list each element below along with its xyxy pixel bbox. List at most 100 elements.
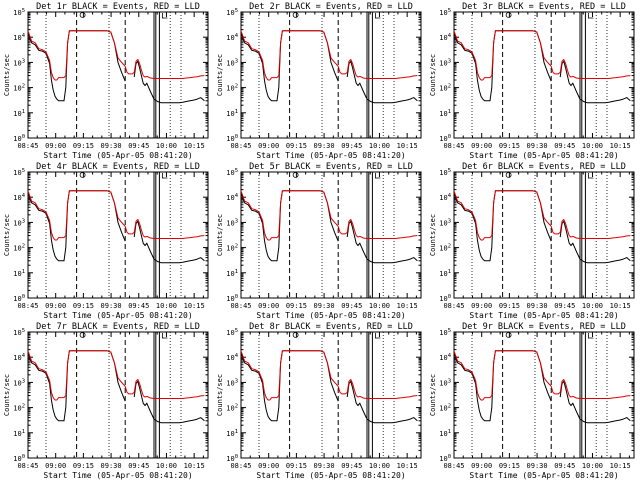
x-tick-label: 09:15 xyxy=(73,142,94,150)
x-tick-label: 09:15 xyxy=(286,142,307,150)
y-tick-label: 102 xyxy=(13,84,25,93)
panel-4: Det 4r BLACK = Events, RED = LLD Start Ti… xyxy=(3,162,209,320)
panel-title: Det 3r BLACK = Events, RED = LLD xyxy=(462,2,626,12)
x-tick-label: 10:15 xyxy=(397,462,418,470)
y-tick-label: 103 xyxy=(226,218,238,227)
orbit-marker-bracket xyxy=(162,173,168,179)
orbit-marker-circle xyxy=(79,332,86,338)
y-tick-label: 100 xyxy=(226,454,238,463)
y-tick-label: 102 xyxy=(439,404,451,413)
orbit-marker-bracket xyxy=(588,173,594,179)
x-tick-label: 10:00 xyxy=(156,302,177,310)
x-tick-label: 10:15 xyxy=(397,142,418,150)
x-tick-label: 09:45 xyxy=(128,142,149,150)
x-tick-label: 09:45 xyxy=(554,462,575,470)
y-tick-label: 103 xyxy=(13,218,25,227)
y-axis-label: Counts/sec xyxy=(429,54,437,96)
x-tick-label: 10:15 xyxy=(610,302,631,310)
orbit-marker-circle xyxy=(505,332,512,338)
orbit-marker-circle xyxy=(292,332,299,338)
y-tick-label: 104 xyxy=(226,193,238,202)
x-tick-label: 10:15 xyxy=(184,462,205,470)
x-tick-label: 09:00 xyxy=(471,462,492,470)
orbit-marker-bracket xyxy=(588,333,594,339)
x-tick-label: 09:15 xyxy=(286,462,307,470)
panel-title: Det 5r BLACK = Events, RED = LLD xyxy=(249,162,413,172)
x-tick-label: 09:30 xyxy=(101,462,122,470)
x-tick-label: 08:45 xyxy=(230,142,251,150)
panel-2: Det 2r BLACK = Events, RED = LLD Start Ti… xyxy=(216,2,422,160)
x-axis-label: Start Time (05-Apr-05 08:41:20) xyxy=(469,471,618,480)
orbit-marker-bracket xyxy=(162,13,168,19)
panel-title: Det 8r BLACK = Events, RED = LLD xyxy=(249,322,413,332)
lld-series-line xyxy=(453,30,631,81)
x-tick-label: 09:45 xyxy=(128,302,149,310)
plot-frame xyxy=(240,171,422,299)
y-tick-label: 100 xyxy=(13,134,25,143)
x-tick-label: 10:00 xyxy=(369,462,390,470)
x-tick-label: 10:00 xyxy=(582,302,603,310)
x-tick-label: 10:15 xyxy=(184,302,205,310)
y-axis-label: Counts/sec xyxy=(429,374,437,416)
orbit-marker-circle xyxy=(79,12,86,18)
x-tick-label: 09:45 xyxy=(128,462,149,470)
panel-title: Det 1r BLACK = Events, RED = LLD xyxy=(36,2,200,12)
x-tick-label: 09:15 xyxy=(499,142,520,150)
events-series-line xyxy=(240,350,418,424)
y-tick-label: 104 xyxy=(13,33,25,42)
x-tick-label: 09:30 xyxy=(101,302,122,310)
y-tick-label: 102 xyxy=(439,244,451,253)
x-tick-label: 08:45 xyxy=(17,462,38,470)
y-tick-label: 104 xyxy=(439,353,451,362)
y-axis-label: Counts/sec xyxy=(3,374,11,416)
x-tick-label: 09:45 xyxy=(554,302,575,310)
orbit-marker-circle xyxy=(79,172,86,178)
y-tick-label: 103 xyxy=(439,58,451,67)
x-axis-label: Start Time (05-Apr-05 08:41:20) xyxy=(256,311,405,320)
x-tick-label: 10:00 xyxy=(582,142,603,150)
y-tick-label: 105 xyxy=(226,8,238,17)
plot-frame xyxy=(453,171,635,299)
y-tick-label: 105 xyxy=(13,168,25,177)
y-tick-label: 101 xyxy=(226,109,238,118)
y-tick-label: 105 xyxy=(439,168,451,177)
y-tick-label: 102 xyxy=(226,244,238,253)
panel-title: Det 6r BLACK = Events, RED = LLD xyxy=(462,162,626,172)
x-tick-label: 09:15 xyxy=(73,302,94,310)
x-tick-label: 08:45 xyxy=(230,462,251,470)
y-axis-label: Counts/sec xyxy=(216,54,224,96)
x-tick-label: 10:00 xyxy=(156,462,177,470)
y-tick-label: 105 xyxy=(13,8,25,17)
y-tick-label: 105 xyxy=(13,328,25,337)
plot-frame xyxy=(453,331,635,459)
x-tick-label: 09:30 xyxy=(314,142,335,150)
orbit-marker-circle xyxy=(505,12,512,18)
x-tick-label: 10:00 xyxy=(156,142,177,150)
panel-3: Det 3r BLACK = Events, RED = LLD Start Ti… xyxy=(429,2,635,160)
y-tick-label: 104 xyxy=(439,193,451,202)
panel-6: Det 6r BLACK = Events, RED = LLD Start Ti… xyxy=(429,162,635,320)
y-tick-label: 103 xyxy=(13,378,25,387)
y-tick-label: 105 xyxy=(226,328,238,337)
orbit-marker-circle xyxy=(292,172,299,178)
y-axis-label: Counts/sec xyxy=(3,214,11,256)
x-tick-label: 09:15 xyxy=(286,302,307,310)
panel-7: Det 7r BLACK = Events, RED = LLD Start Ti… xyxy=(3,322,209,480)
plot-frame xyxy=(453,11,635,139)
events-series-line xyxy=(453,190,631,264)
events-series-line xyxy=(27,190,205,264)
x-axis-label: Start Time (05-Apr-05 08:41:20) xyxy=(43,151,192,160)
y-tick-label: 102 xyxy=(226,404,238,413)
y-tick-label: 102 xyxy=(13,244,25,253)
x-tick-label: 09:45 xyxy=(554,142,575,150)
y-tick-label: 104 xyxy=(439,33,451,42)
x-tick-label: 09:30 xyxy=(101,142,122,150)
x-tick-label: 09:00 xyxy=(258,462,279,470)
panel-title: Det 2r BLACK = Events, RED = LLD xyxy=(249,2,413,12)
y-tick-label: 103 xyxy=(439,378,451,387)
plot-frame xyxy=(27,171,209,299)
plot-frame xyxy=(27,331,209,459)
x-tick-label: 09:45 xyxy=(341,462,362,470)
lld-series-line xyxy=(240,30,418,81)
x-tick-label: 09:00 xyxy=(45,302,66,310)
